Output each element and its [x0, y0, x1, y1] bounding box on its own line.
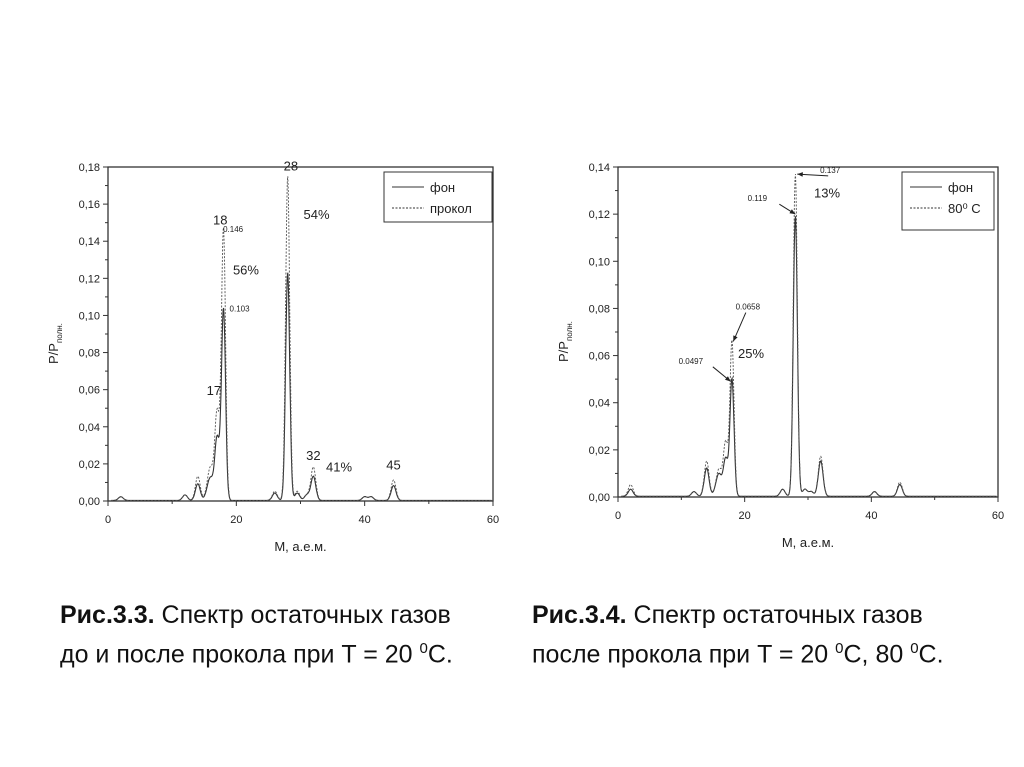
y-tick-label: 0,08	[79, 348, 100, 360]
legend-label: 80⁰ C	[948, 201, 981, 216]
annotation-label: 13%	[814, 186, 840, 201]
annotation-label: 32	[306, 448, 320, 463]
y-tick-label: 0,00	[589, 492, 610, 504]
caption-text: Спектр остаточных газов	[626, 601, 923, 629]
legend-box	[383, 171, 493, 223]
chart-1: 0,00 0,02 0,04 0,06 0,08 0,10 0,12 0,14 0,16 0,18…	[46, 159, 499, 554]
caption-fig-3-3: Рис.3.3. Спектр остаточных газов до и по…	[60, 598, 453, 671]
y-tick-label: 0,18	[79, 162, 100, 174]
arrowhead	[724, 376, 731, 382]
annotation-label: 0.103	[230, 305, 251, 314]
caption-label: Рис.3.4.	[532, 601, 627, 629]
x-tick-label: 40	[865, 510, 877, 522]
legend: фон прокол	[383, 171, 493, 223]
caption-text: C.	[427, 640, 453, 669]
chart-2: 0,00 0,02 0,04 0,06 0,08 0,10 0,12 0,14 0 20 40 60 M…	[556, 162, 1004, 550]
y-tick-label: 0,14	[589, 162, 610, 174]
y-tick-label: 0,12	[589, 209, 610, 221]
y-axis-label-sub: полн.	[565, 321, 574, 341]
annotation-label: 45	[386, 457, 400, 472]
arrowhead	[797, 172, 803, 177]
caption-fig-3-4: Рис.3.4. Спектр остаточных газов после п…	[532, 598, 944, 671]
annotation-label: 25%	[738, 346, 764, 361]
caption-text: до и после прокола при T = 20	[60, 640, 420, 669]
y-tick-label: 0,14	[79, 236, 100, 248]
y-tick-label: 0,04	[589, 398, 610, 410]
annotation-label: 0.0497	[679, 357, 704, 366]
caption-text: Спектр остаточных газов	[154, 601, 451, 629]
series-solid	[621, 216, 997, 497]
caption-label: Рис.3.3.	[60, 601, 155, 629]
caption-sup: 0	[835, 640, 844, 657]
arrowhead	[733, 335, 738, 342]
legend-label: фон	[948, 180, 973, 195]
series-dashed	[111, 176, 492, 501]
arrowhead	[789, 209, 796, 215]
caption-text: C.	[918, 640, 944, 669]
x-tick-label: 60	[487, 514, 499, 526]
y-tick-label: 0,02	[589, 445, 610, 457]
annotation-label: 0.146	[223, 225, 244, 234]
x-tick-label: 0	[105, 514, 111, 526]
y-axis-label: P/Pполн.	[46, 323, 64, 364]
x-tick-label: 40	[359, 514, 371, 526]
legend-label: фон	[430, 180, 455, 195]
y-tick-label: 0,12	[79, 273, 100, 285]
y-tick-label: 0,06	[589, 351, 610, 363]
legend-label: прокол	[430, 201, 472, 216]
annotation-label: 41%	[326, 459, 352, 474]
annotation-label: 0.0658	[736, 303, 761, 312]
legend-box	[901, 171, 995, 231]
x-axis-label: M, а.е.м.	[782, 535, 834, 550]
y-tick-label: 0,06	[79, 385, 100, 397]
caption-sup: 0	[419, 640, 428, 657]
y-tick-label: 0,02	[79, 459, 100, 471]
annotation-label: 0.119	[748, 194, 768, 203]
y-tick-label: 0,10	[79, 310, 100, 322]
x-tick-label: 60	[992, 510, 1004, 522]
annotation-label: 54%	[304, 207, 330, 222]
caption-sup: 0	[910, 640, 919, 657]
y-axis-label: P/Pполн.	[556, 321, 574, 362]
series-solid	[111, 272, 492, 501]
series-dashed	[621, 173, 997, 497]
y-tick-label: 0,04	[79, 422, 100, 434]
y-tick-label: 0,08	[589, 303, 610, 315]
annotation-label: 28	[284, 159, 298, 174]
caption-text: после прокола при T = 20	[532, 640, 836, 669]
caption-text: C, 80	[843, 640, 911, 669]
annotation-label: 17	[207, 383, 221, 398]
x-tick-label: 0	[615, 510, 621, 522]
annotation-label: 0.137	[820, 166, 841, 175]
x-tick-label: 20	[739, 510, 751, 522]
annotation-label: 18	[213, 213, 227, 228]
x-tick-label: 20	[230, 514, 242, 526]
x-axis-label: M, а.е.м.	[274, 539, 326, 554]
y-tick-label: 0,16	[79, 199, 100, 211]
y-tick-label: 0,10	[589, 256, 610, 268]
y-tick-label: 0,00	[79, 496, 100, 508]
y-axis-label-sub: полн.	[55, 323, 64, 343]
annotation-label: 56%	[233, 263, 259, 278]
legend: фон 80⁰ C	[901, 171, 995, 231]
